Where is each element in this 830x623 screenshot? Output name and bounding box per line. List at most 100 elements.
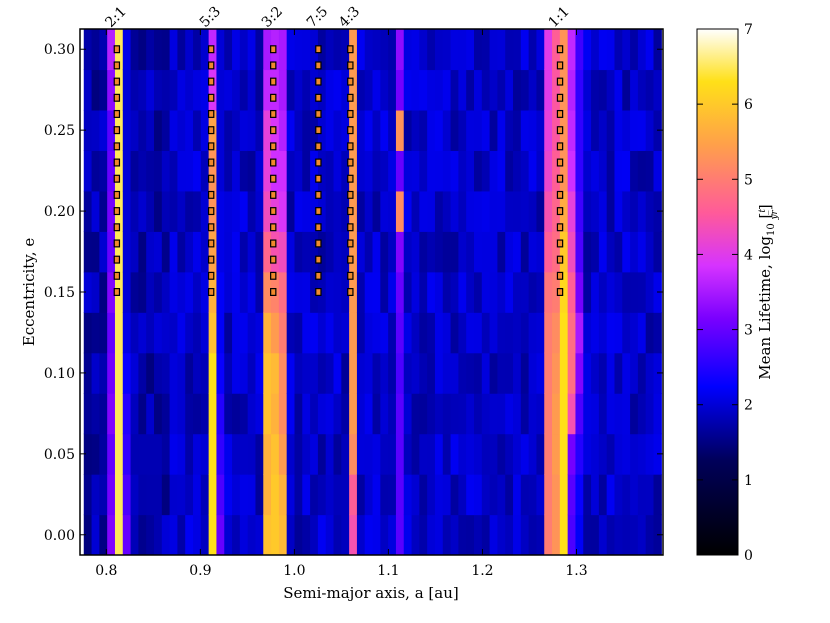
colorbar-tick-label: 2 (744, 398, 753, 414)
heatmap-cell (474, 474, 483, 516)
heatmap-cell (302, 231, 311, 273)
heatmap-cell (411, 433, 420, 475)
heatmap-cell (122, 150, 132, 192)
heatmap-cell (364, 474, 374, 516)
heatmap-cell (286, 271, 296, 313)
heatmap-cell (427, 352, 436, 394)
heatmap-cell (341, 474, 350, 516)
heatmap-cell (325, 312, 335, 354)
heatmap-cell (247, 352, 257, 394)
heatmap-cell (294, 29, 303, 71)
colorbar-tick-label: 5 (744, 172, 753, 188)
heatmap-cell (419, 150, 428, 192)
heatmap-cell (99, 393, 108, 435)
heatmap-cell (200, 271, 210, 313)
heatmap-cell (91, 69, 100, 111)
heatmap-cell (489, 433, 498, 475)
heatmap-cell (317, 271, 327, 313)
resonance-marker (207, 207, 215, 216)
heatmap-cell (630, 514, 639, 555)
heatmap-cell (263, 29, 272, 71)
heatmap-cell (450, 29, 459, 71)
heatmap-cell (372, 109, 381, 151)
resonance-marker (207, 77, 215, 86)
heatmap-cell (364, 514, 374, 555)
heatmap-cell (388, 474, 397, 516)
resonance-marker (347, 45, 354, 54)
heatmap-cell (411, 312, 420, 354)
heatmap-cell (567, 514, 577, 555)
colorbar-tick-label: 1 (744, 473, 753, 489)
heatmap-cell (302, 393, 311, 435)
heatmap-cell (247, 393, 257, 435)
heatmap-cell (536, 190, 545, 232)
heatmap-cell (310, 271, 319, 313)
resonance-label: 2:1 (102, 4, 129, 31)
heatmap-cell (552, 29, 561, 71)
heatmap-cell (559, 69, 569, 111)
heatmap-cell (138, 190, 147, 232)
heatmap-cell (200, 150, 210, 192)
heatmap-cell (466, 109, 475, 151)
heatmap-cell (544, 69, 553, 111)
heatmap-cell (552, 150, 561, 192)
colorbar-tick-label: 6 (744, 97, 753, 113)
heatmap-cell (567, 190, 577, 232)
heatmap-cell (333, 433, 342, 475)
resonance-marker (347, 271, 354, 280)
heatmap-cell (216, 271, 225, 313)
heatmap-cell (403, 109, 413, 151)
heatmap-cell (481, 150, 491, 192)
heatmap-cell (232, 474, 241, 516)
heatmap-cell (380, 393, 389, 435)
heatmap-cell (146, 29, 155, 71)
heatmap-cell (372, 352, 381, 394)
heatmap-cell (481, 69, 491, 111)
heatmap-cell (91, 29, 100, 71)
heatmap-cell (185, 150, 194, 192)
heatmap-cell (130, 29, 139, 71)
heatmap-cell (317, 393, 327, 435)
heatmap-cell (224, 514, 233, 555)
heatmap-cell (637, 271, 647, 313)
heatmap-cell (528, 312, 538, 354)
heatmap-cell (434, 433, 444, 475)
heatmap-cell (520, 69, 530, 111)
heatmap-cell (466, 150, 475, 192)
heatmap-cell (278, 29, 288, 71)
heatmap-cell (325, 29, 335, 71)
heatmap-cell (193, 352, 202, 394)
heatmap-cell (513, 190, 522, 232)
heatmap-cell (216, 231, 225, 273)
heatmap-cell (442, 352, 452, 394)
heatmap-cell (489, 312, 498, 354)
heatmap-cell (395, 514, 405, 555)
heatmap-cell (645, 69, 655, 111)
heatmap-cell (177, 312, 186, 354)
heatmap-cell (255, 190, 264, 232)
heatmap-cell (325, 433, 335, 475)
colorbar-label-prefix: Mean Lifetime, log (756, 236, 774, 380)
heatmap-cell (552, 231, 561, 273)
heatmap-cell (434, 190, 444, 232)
heatmap-cell (91, 109, 100, 151)
heatmap-cell (99, 271, 108, 313)
heatmap-cell (403, 312, 413, 354)
y-tick-label: 0.00 (44, 528, 75, 544)
heatmap-cell (653, 474, 662, 516)
heatmap-cell (263, 393, 272, 435)
heatmap-cell (630, 69, 639, 111)
heatmap-cell (317, 109, 327, 151)
heatmap-cell (247, 433, 257, 475)
heatmap-cell (114, 433, 124, 475)
resonance-marker (207, 239, 215, 248)
heatmap-cell (380, 231, 389, 273)
heatmap-cell (99, 312, 108, 354)
heatmap-cell (395, 231, 405, 273)
heatmap-cell (637, 190, 647, 232)
heatmap-cell (325, 231, 335, 273)
heatmap-cell (114, 231, 124, 273)
heatmap-cell (247, 312, 257, 354)
heatmap-cell (645, 231, 655, 273)
resonance-marker (556, 223, 564, 232)
